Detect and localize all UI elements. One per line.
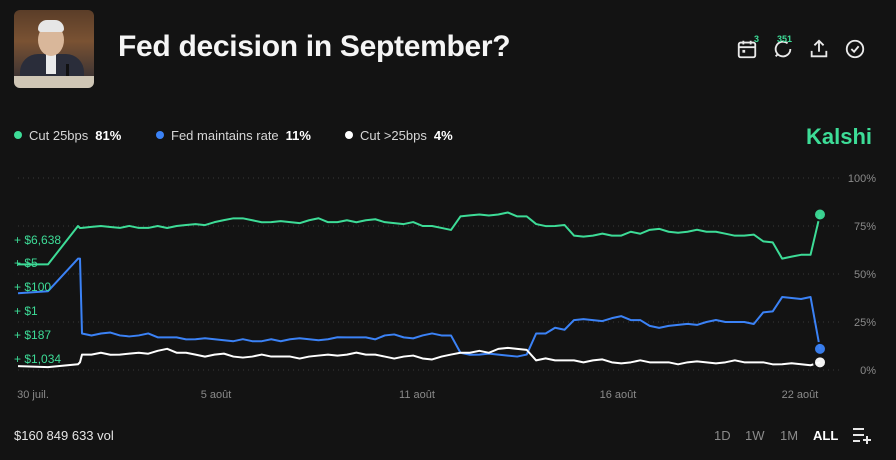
range-1m-button[interactable]: 1M xyxy=(780,428,799,443)
calendar-badge: 3 xyxy=(754,34,760,44)
market-thumbnail xyxy=(14,10,94,88)
comments-badge: 351 xyxy=(777,34,793,44)
legend-item-fed-maintains[interactable]: Fed maintains rate 11% xyxy=(156,128,311,143)
kalshi-logo: Kalshi xyxy=(806,124,873,149)
series-line-1 xyxy=(17,257,821,358)
trade-label: + $5 xyxy=(14,256,38,270)
legend-item-cut-more-25bps[interactable]: Cut >25bps 4% xyxy=(345,128,453,143)
legend-item-cut-25bps[interactable]: Cut 25bps 81% xyxy=(14,128,121,143)
legend-dot xyxy=(14,131,22,139)
range-all-button[interactable]: ALL xyxy=(813,428,839,443)
x-tick-label: 30 juil. xyxy=(17,389,49,401)
x-tick-label: 5 août xyxy=(201,389,232,401)
series-end-dot-1 xyxy=(813,341,827,356)
trade-label: + $6,638 xyxy=(14,233,61,247)
range-1d-button[interactable]: 1D xyxy=(714,428,731,443)
price-chart[interactable]: 100% 75% 50% 25% 0% 30 juil. 5 août 11 août 16 a… xyxy=(0,168,896,408)
comments-icon[interactable] xyxy=(772,38,794,60)
y-tick-label: 75% xyxy=(854,221,876,233)
volume-label: $160 849 633 vol xyxy=(14,428,114,443)
x-tick-label: 11 août xyxy=(399,389,435,401)
calendar-icon[interactable] xyxy=(736,38,758,60)
check-circle-icon[interactable] xyxy=(844,38,866,60)
legend-dot xyxy=(156,131,164,139)
x-tick-label: 22 août xyxy=(782,389,819,401)
series-line-2 xyxy=(17,346,821,369)
share-icon[interactable] xyxy=(808,38,830,60)
legend-dot xyxy=(345,131,353,139)
range-1w-button[interactable]: 1W xyxy=(745,428,765,443)
trade-label: + $1,034 xyxy=(14,352,61,366)
trade-label: + $100 xyxy=(14,280,51,294)
y-tick-label: 50% xyxy=(854,269,876,281)
y-tick-label: 25% xyxy=(854,317,876,329)
series-line-0 xyxy=(18,211,821,266)
series-end-dot-2 xyxy=(813,355,827,370)
trade-label: + $1 xyxy=(14,304,38,318)
series-end-dot-0 xyxy=(813,207,827,222)
y-tick-label: 0% xyxy=(860,365,876,377)
trade-label: + $187 xyxy=(14,328,51,342)
page-title: Fed decision in September? xyxy=(118,30,511,63)
add-to-list-icon[interactable] xyxy=(852,426,872,444)
y-tick-label: 100% xyxy=(848,173,876,185)
x-tick-label: 16 août xyxy=(600,389,637,401)
